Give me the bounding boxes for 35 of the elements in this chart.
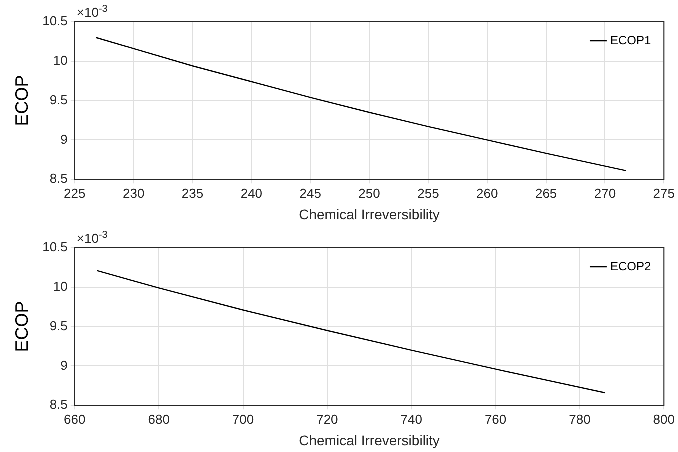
y-tick-label: 8.5: [50, 171, 68, 186]
x-tick-label: 260: [476, 186, 498, 201]
x-tick-label: 780: [569, 412, 591, 427]
x-axis-title: Chemical Irreversibility: [299, 206, 440, 222]
y-axis-title: ECOP: [12, 301, 32, 352]
y-tick-label: 9: [60, 132, 68, 147]
x-tick-label: 230: [122, 186, 145, 201]
legend-label: ECOP1: [610, 33, 652, 48]
x-tick-label: 240: [240, 186, 263, 201]
y-tick-label: 10.5: [42, 14, 68, 29]
x-axis-title: Chemical Irreversibility: [299, 432, 440, 448]
x-tick-label: 740: [400, 412, 422, 427]
x-tick-label: 720: [316, 412, 338, 427]
legend-label: ECOP2: [610, 259, 652, 274]
x-tick-label: 235: [182, 186, 204, 201]
x-tick-label: 225: [64, 186, 86, 201]
y-tick-label: 10: [53, 278, 68, 294]
x-tick-label: 250: [358, 186, 380, 201]
x-tick-label: 270: [594, 186, 616, 201]
y-axis-title: ECOP: [12, 75, 32, 126]
x-tick-label: 245: [300, 186, 322, 201]
y-tick-label: 10.5: [42, 240, 68, 255]
x-tick-label: 255: [418, 186, 440, 201]
y-tick-label: 9.5: [50, 318, 68, 334]
x-tick-label: 800: [653, 412, 676, 427]
x-tick-label: 660: [64, 412, 86, 427]
x-tick-label: 265: [535, 186, 558, 201]
y-tick-label: 10: [53, 52, 68, 68]
y-tick-label: 8.5: [50, 397, 68, 412]
y-tick-label: 9.5: [50, 92, 68, 108]
x-tick-label: 680: [148, 412, 170, 427]
x-tick-label: 760: [484, 412, 507, 427]
x-tick-label: 275: [653, 186, 676, 201]
x-tick-label: 700: [232, 412, 254, 427]
y-tick-label: 9: [60, 358, 68, 373]
